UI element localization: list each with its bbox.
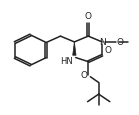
Text: O: O xyxy=(116,38,123,47)
Text: O: O xyxy=(81,71,88,80)
Text: O: O xyxy=(105,46,112,55)
Text: O: O xyxy=(85,12,92,21)
Polygon shape xyxy=(73,43,76,56)
Text: N: N xyxy=(99,38,106,47)
Text: HN: HN xyxy=(60,57,73,66)
